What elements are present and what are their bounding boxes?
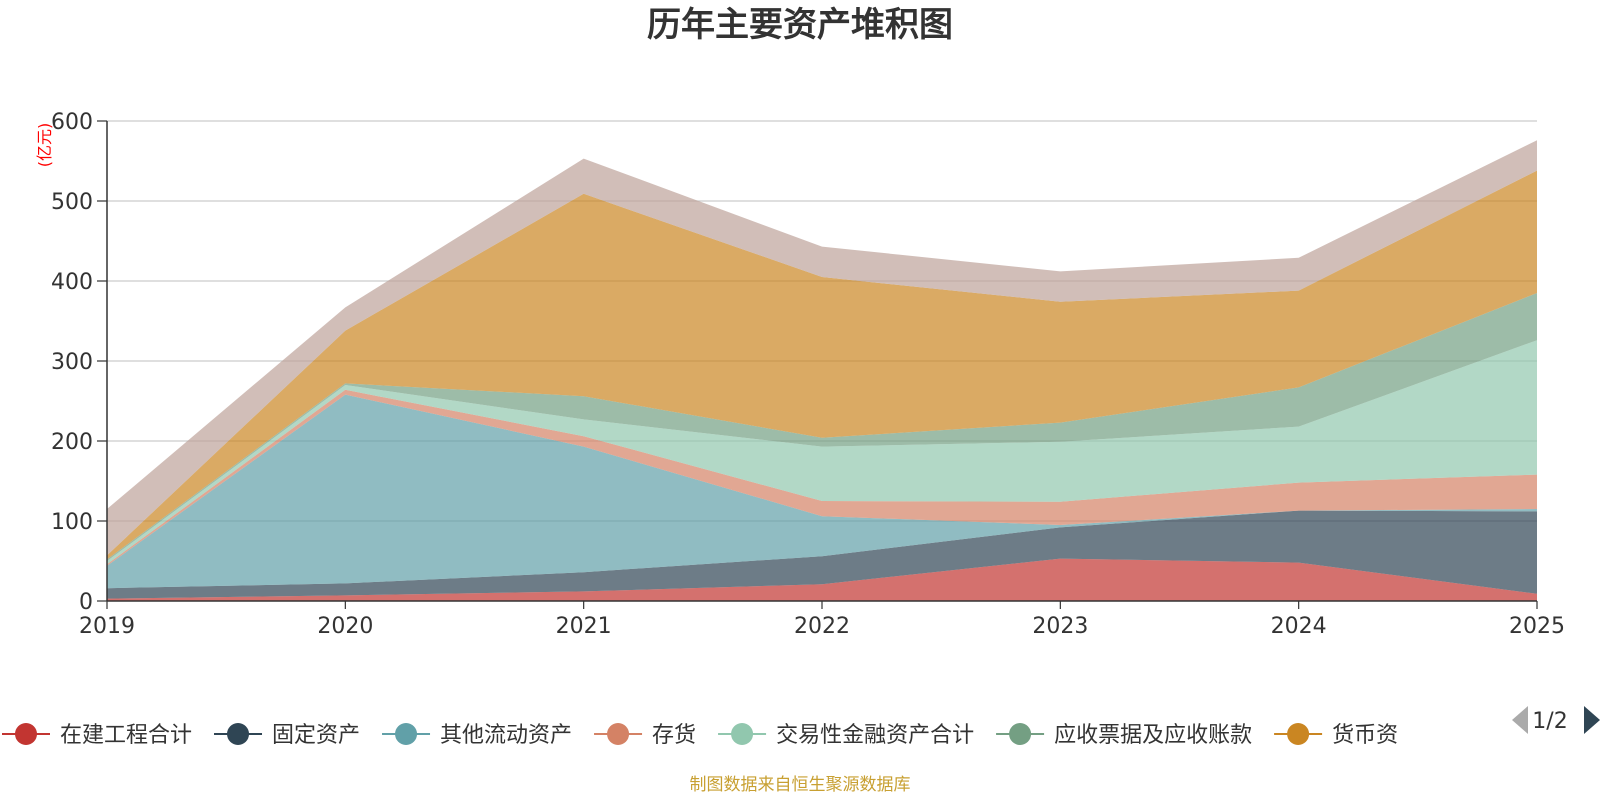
chart-title: 历年主要资产堆积图 bbox=[647, 5, 953, 45]
x-tick-label: 2023 bbox=[1032, 614, 1088, 639]
y-tick-label: 500 bbox=[51, 190, 93, 215]
y-tick-label: 200 bbox=[51, 430, 93, 455]
legend-item[interactable]: 交易性金融资产合计 bbox=[718, 723, 974, 748]
area-其他 bbox=[107, 140, 1537, 556]
legend-circle-marker bbox=[1287, 723, 1310, 745]
area-应收票据及应收账款 bbox=[107, 293, 1537, 561]
legend-circle-marker bbox=[395, 723, 418, 745]
area-series bbox=[107, 140, 1537, 601]
y-tick-label: 400 bbox=[51, 270, 93, 295]
y-tick-label: 0 bbox=[79, 590, 93, 615]
area-固定资产 bbox=[107, 510, 1537, 599]
x-tick-label: 2019 bbox=[79, 614, 135, 639]
legend-item[interactable]: 其他流动资产 bbox=[382, 723, 572, 748]
area-交易性金融资产合计 bbox=[107, 340, 1537, 565]
legend-circle-marker bbox=[1009, 723, 1032, 745]
area-货币资金 bbox=[107, 170, 1537, 560]
legend-label: 货币资 bbox=[1332, 723, 1398, 748]
legend-pager: 1/2 bbox=[1512, 706, 1600, 734]
legend-item[interactable]: 货币资 bbox=[1274, 723, 1398, 748]
y-tick-label: 600 bbox=[51, 110, 93, 135]
y-tick-label: 300 bbox=[51, 350, 93, 375]
triangle-left-icon[interactable] bbox=[1512, 706, 1528, 734]
legend-label: 其他流动资产 bbox=[440, 723, 572, 748]
area-其他流动资产 bbox=[107, 394, 1537, 589]
legend-label: 固定资产 bbox=[272, 723, 360, 748]
legend-circle-marker bbox=[607, 723, 630, 745]
x-tick-label: 2022 bbox=[794, 614, 850, 639]
legend-label: 交易性金融资产合计 bbox=[776, 723, 974, 748]
legend: 在建工程合计 固定资产 其他流动资产 存货 交易性金融资产合计 应收票据及应收账款 货币资 bbox=[2, 723, 1398, 748]
legend-label: 应收票据及应收账款 bbox=[1054, 723, 1252, 748]
legend-circle-marker bbox=[227, 723, 250, 745]
area-在建工程合计 bbox=[107, 558, 1537, 601]
y-axis-unit-label: (亿元) bbox=[35, 123, 54, 168]
legend-label: 存货 bbox=[652, 723, 696, 748]
y-tick-label: 100 bbox=[51, 510, 93, 535]
x-tick-label: 2020 bbox=[317, 614, 373, 639]
x-tick-label: 2024 bbox=[1271, 614, 1327, 639]
x-tick-label: 2021 bbox=[556, 614, 612, 639]
data-source-note: 制图数据来自恒生聚源数据库 bbox=[690, 775, 911, 795]
y-axis-ticks: 0 100 200 300 400 500 600 bbox=[51, 110, 107, 615]
x-tick-label: 2025 bbox=[1509, 614, 1565, 639]
legend-circle-marker bbox=[731, 723, 754, 745]
legend-item[interactable]: 固定资产 bbox=[214, 723, 360, 748]
legend-label: 在建工程合计 bbox=[60, 723, 192, 748]
triangle-right-icon[interactable] bbox=[1584, 706, 1600, 734]
legend-item[interactable]: 存货 bbox=[594, 723, 696, 748]
legend-item[interactable]: 应收票据及应收账款 bbox=[996, 723, 1252, 748]
legend-item[interactable]: 在建工程合计 bbox=[2, 723, 192, 748]
legend-page-indicator: 1/2 bbox=[1532, 709, 1567, 734]
x-axis-ticks: 2019 2020 2021 2022 2023 2024 2025 bbox=[79, 601, 1565, 639]
legend-circle-marker bbox=[15, 723, 37, 745]
